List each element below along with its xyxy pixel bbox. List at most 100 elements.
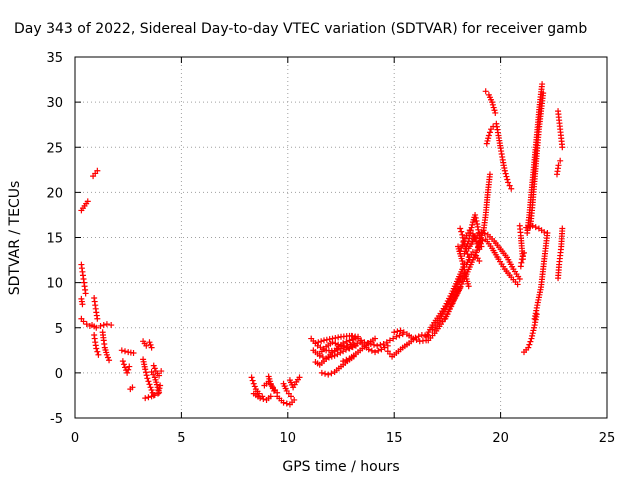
data-point (472, 214, 479, 221)
data-point (325, 371, 332, 378)
data-point (332, 340, 339, 347)
data-point (375, 347, 382, 354)
data-point (514, 281, 521, 288)
data-point (84, 198, 91, 205)
data-point (104, 354, 111, 361)
data-point (478, 229, 485, 236)
data-point (479, 237, 486, 244)
data-point (531, 324, 538, 331)
data-point (122, 348, 129, 355)
y-tick-label: 35 (46, 51, 63, 66)
data-point (143, 372, 150, 379)
data-point (489, 101, 496, 108)
data-point (106, 357, 113, 364)
data-point (465, 283, 472, 290)
data-point (530, 327, 537, 334)
data-point (142, 366, 149, 373)
data-point (143, 342, 150, 349)
data-point (486, 171, 493, 178)
data-point (458, 245, 465, 252)
data-point (315, 339, 322, 346)
data-point (506, 182, 513, 189)
data-point (108, 322, 115, 329)
data-point (365, 346, 372, 353)
data-point (320, 337, 327, 344)
data-point (312, 340, 319, 347)
data-point (532, 224, 539, 231)
data-point (329, 339, 336, 346)
data-point (508, 185, 515, 192)
data-point (469, 248, 476, 255)
data-point (120, 361, 127, 368)
data-point (457, 225, 464, 232)
data-point (461, 266, 468, 273)
data-point (390, 335, 397, 342)
data-point (458, 228, 465, 235)
data-point (490, 104, 497, 111)
data-point (358, 337, 365, 344)
data-point (467, 227, 474, 234)
data-point (146, 339, 153, 346)
data-point (504, 176, 511, 183)
data-point (476, 257, 483, 264)
data-point (501, 167, 508, 174)
data-point (103, 351, 110, 358)
data-point (129, 384, 136, 391)
data-point (544, 229, 551, 236)
data-point (349, 344, 356, 351)
data-point (125, 366, 132, 373)
data-point (539, 81, 546, 88)
data-point (415, 333, 422, 340)
data-point (413, 336, 420, 343)
data-point (374, 342, 381, 349)
data-point (489, 99, 496, 106)
data-point (248, 374, 255, 381)
x-tick-label: 10 (280, 431, 297, 446)
x-tick-label: 20 (492, 431, 509, 446)
data-point (119, 358, 126, 365)
data-point (370, 341, 377, 348)
data-point (94, 315, 101, 322)
data-point (343, 356, 350, 363)
data-point (122, 364, 129, 371)
data-point (267, 393, 274, 400)
data-point (355, 335, 362, 342)
data-point (124, 369, 131, 376)
data-point (82, 290, 89, 297)
data-point (372, 349, 379, 356)
x-tick-label: 15 (386, 431, 403, 446)
data-point (343, 344, 350, 351)
data-point (322, 370, 329, 377)
data-point (472, 211, 479, 218)
y-tick-label: 25 (46, 141, 63, 156)
data-point (364, 340, 371, 347)
data-point (518, 256, 525, 263)
data-point (280, 399, 287, 406)
data-point (529, 330, 536, 337)
data-point (383, 339, 390, 346)
data-point (478, 243, 485, 250)
data-point (100, 322, 107, 329)
data-point (340, 358, 347, 365)
data-point (459, 242, 466, 249)
y-tick-label: 10 (46, 277, 63, 292)
data-point (394, 328, 401, 335)
y-tick-label: 15 (46, 232, 63, 247)
data-point (519, 253, 526, 260)
data-point (283, 400, 290, 407)
data-point (97, 322, 104, 329)
data-point (483, 140, 490, 147)
data-point (482, 88, 489, 95)
data-point (326, 336, 333, 343)
data-point (468, 224, 475, 231)
data-points-layer (78, 81, 566, 408)
data-point (505, 179, 512, 186)
data-point (555, 162, 562, 169)
data-point (156, 389, 163, 396)
data-point (368, 347, 375, 354)
y-axis-label: SDTVAR / TECUs (7, 181, 23, 296)
y-tick-label: 0 (55, 367, 63, 382)
data-point (502, 170, 509, 177)
